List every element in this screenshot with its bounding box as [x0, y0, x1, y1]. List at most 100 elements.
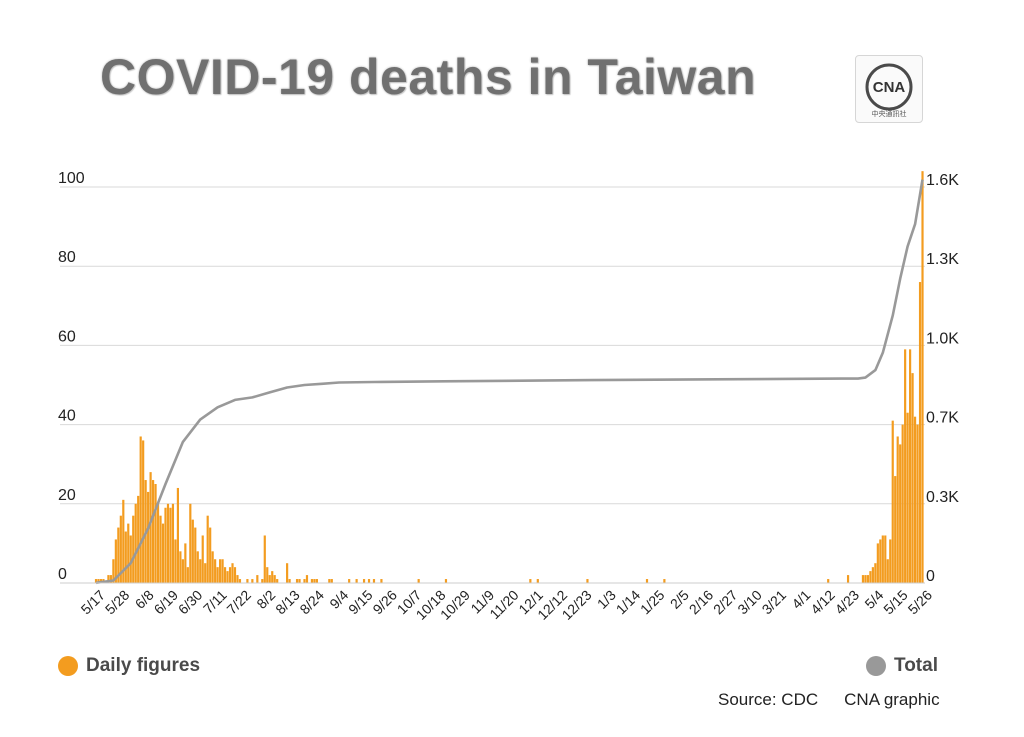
footer: Source: CDC CNA graphic [718, 690, 940, 710]
daily-bar [216, 567, 219, 583]
legend-total-label: Total [894, 655, 938, 676]
daily-bar [236, 575, 239, 583]
daily-bar [263, 535, 266, 583]
daily-bar [879, 539, 882, 583]
daily-bar [372, 579, 376, 583]
daily-bar [348, 579, 351, 583]
daily-bar [909, 349, 912, 583]
daily-bar [268, 575, 271, 583]
daily-bar [288, 579, 291, 583]
daily-bar [827, 579, 830, 583]
daily-bar [176, 487, 179, 583]
daily-bar [109, 575, 112, 583]
daily-bar [846, 575, 850, 583]
daily-bar [901, 424, 904, 583]
daily-bar [266, 567, 269, 583]
right-axis: 0 0.3K 0.7K 1.0K 1.3K 1.6K [926, 172, 959, 585]
x-tick-label: 6/19 [151, 587, 182, 618]
daily-dot-icon [58, 656, 78, 676]
daily-bar [186, 567, 189, 583]
daily-bar [367, 579, 371, 583]
daily-bar [233, 567, 237, 583]
x-tick-label: 5/26 [905, 587, 936, 618]
x-tick-label: 1/25 [637, 587, 668, 618]
left-tick-label: 60 [58, 328, 76, 345]
daily-bar [891, 420, 894, 583]
daily-bar [132, 515, 135, 583]
daily-bar [191, 519, 194, 583]
x-tick-label: 5/17 [78, 587, 109, 618]
daily-bar [529, 579, 532, 583]
daily-bar [869, 571, 872, 583]
daily-bar [156, 503, 160, 583]
daily-bar [189, 503, 192, 583]
daily-bar [904, 349, 907, 583]
logo-main-text: CNA [873, 79, 906, 96]
daily-bar [199, 559, 202, 583]
daily-bar [117, 527, 120, 583]
daily-bar [223, 567, 227, 583]
daily-bar [206, 515, 209, 583]
total-line [95, 179, 924, 585]
daily-bar [889, 539, 892, 583]
daily-bar [164, 507, 167, 583]
daily-bar [129, 535, 132, 583]
daily-bar [876, 543, 879, 583]
daily-bar [204, 563, 207, 583]
daily-bar [184, 543, 187, 583]
gridlines [60, 186, 925, 505]
daily-bar [194, 527, 197, 583]
left-tick-label: 40 [58, 408, 76, 425]
x-tick-label: 9/15 [345, 587, 376, 618]
daily-bar [246, 579, 249, 583]
left-tick-label: 100 [58, 170, 85, 187]
daily-bar [221, 559, 224, 583]
left-tick-label: 80 [58, 249, 76, 266]
x-tick-label: 4/23 [832, 587, 863, 618]
daily-bar [305, 575, 309, 583]
logo-sub-text: 中央通訊社 [872, 109, 907, 118]
daily-bar [149, 472, 152, 583]
daily-bar [179, 551, 182, 583]
total-dot-icon [866, 656, 886, 676]
daily-bar [298, 579, 301, 583]
cna-logo: CNA 中央通訊社 [855, 55, 923, 123]
x-tick-label: 4/12 [807, 587, 838, 618]
daily-bar [918, 282, 922, 583]
daily-bar [916, 424, 919, 583]
daily-bar [119, 515, 122, 583]
daily-bar [139, 436, 142, 583]
daily-bar [663, 579, 666, 583]
right-tick-label: 0.7K [926, 410, 959, 427]
daily-bar [166, 503, 170, 583]
daily-bar [913, 416, 917, 583]
daily-bar [536, 579, 539, 583]
x-axis: 5/175/28 6/86/196/307/117/22 8/28/138/24 9/… [78, 587, 936, 623]
daily-bar [137, 495, 140, 583]
daily-bar [214, 559, 217, 583]
daily-bar [444, 579, 448, 583]
x-tick-label: 2/16 [686, 587, 717, 618]
daily-bar [151, 480, 155, 583]
left-tick-label: 20 [58, 487, 76, 504]
daily-bar [864, 575, 867, 583]
daily-bar [380, 579, 383, 583]
daily-bar [171, 503, 175, 583]
daily-bar [906, 412, 909, 583]
daily-bar [330, 579, 333, 583]
legend-daily: Daily figures [58, 652, 200, 680]
x-tick-label: 1/14 [613, 587, 644, 618]
daily-bar [881, 535, 884, 583]
right-tick-label: 1.0K [926, 330, 959, 347]
daily-bar [219, 559, 222, 583]
daily-bar [871, 567, 874, 583]
legend-daily-label: Daily figures [86, 655, 201, 676]
daily-bar [899, 444, 902, 583]
daily-bar [127, 523, 130, 583]
chart-title: COVID-19 deaths in Taiwan [100, 49, 757, 105]
source-text: Source: CDC [718, 690, 819, 709]
daily-bar [310, 579, 314, 583]
daily-bar [114, 539, 117, 583]
daily-bar [94, 579, 98, 583]
